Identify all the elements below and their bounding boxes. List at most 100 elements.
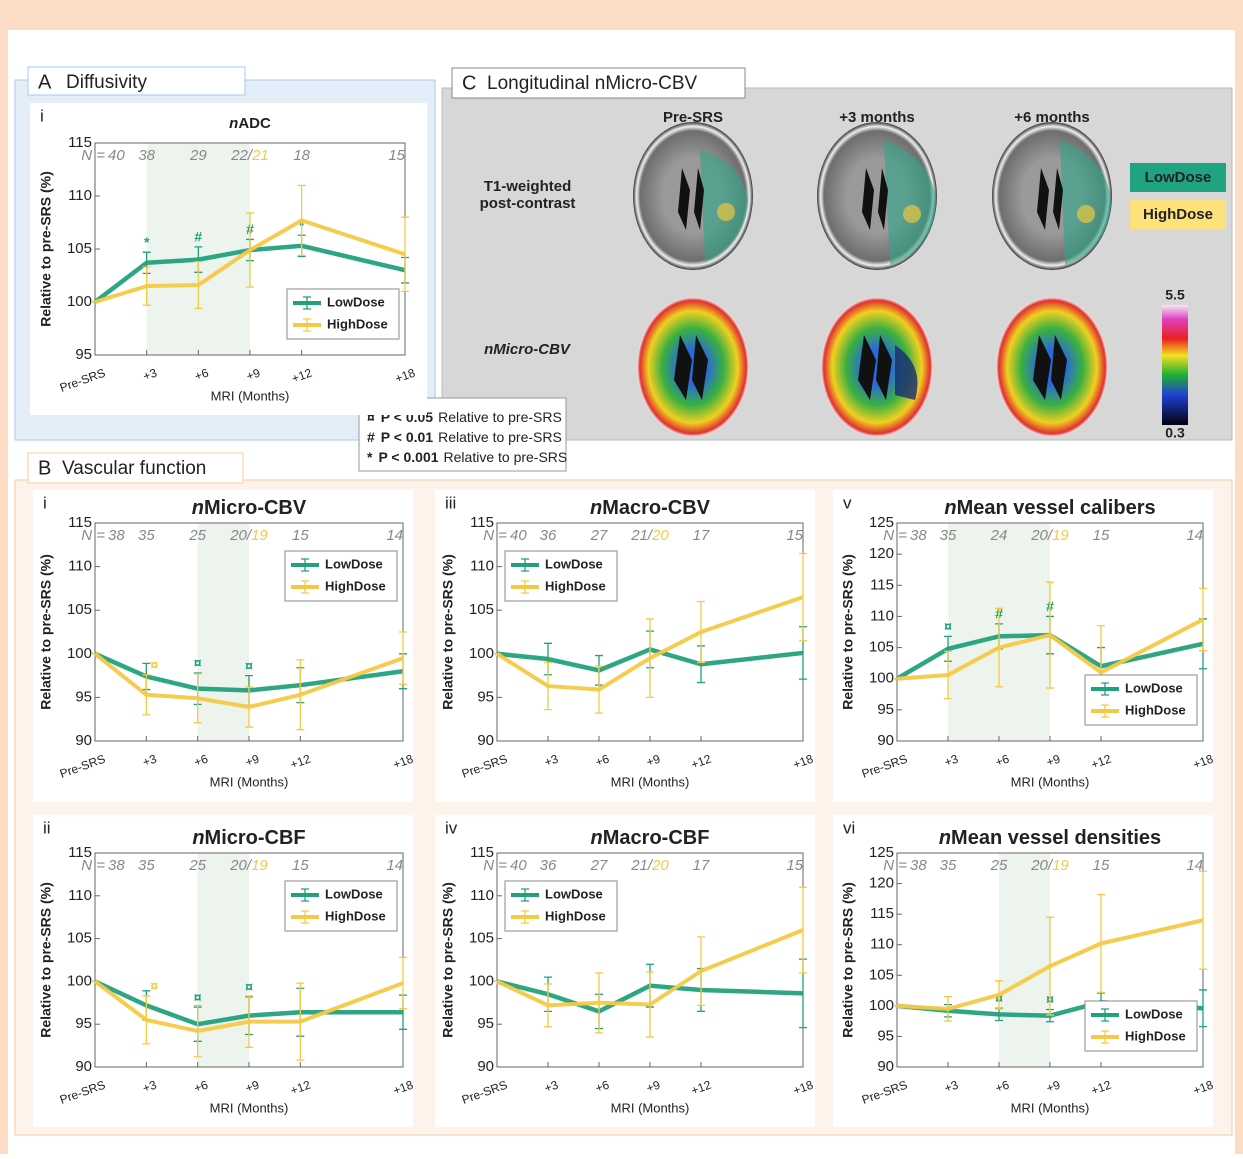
significance-legend: ¤P < 0.05Relative to pre-SRS#P < 0.01Rel… bbox=[367, 409, 567, 465]
n-low: 15 bbox=[786, 857, 803, 874]
n-low: 21 bbox=[630, 527, 648, 544]
n-low: 15 bbox=[292, 527, 309, 544]
legend-label: HighDose bbox=[1125, 702, 1186, 717]
legend-label: HighDose bbox=[327, 316, 388, 331]
n-low: 15 bbox=[786, 527, 803, 544]
significance-item: *P < 0.001Relative to pre-SRS bbox=[367, 449, 567, 465]
legend-label: LowDose bbox=[1125, 680, 1183, 695]
row-label-box: T1-weighted post-contrast bbox=[470, 178, 585, 228]
n-count: 29 bbox=[189, 147, 207, 164]
n-count: 38 bbox=[108, 857, 125, 874]
n-low: 40 bbox=[510, 857, 527, 874]
n-count: 36 bbox=[540, 857, 557, 874]
x-axis-label: MRI (Months) bbox=[211, 388, 290, 403]
significance-text: Relative to pre-SRS bbox=[444, 449, 568, 465]
significance-marker: ¤ bbox=[194, 655, 202, 671]
y-tick-label: 100 bbox=[67, 645, 92, 662]
colorbar-min: 0.3 bbox=[1165, 425, 1185, 441]
significance-marker: * bbox=[144, 234, 150, 250]
chart-title: nMean vessel densities bbox=[939, 827, 1161, 849]
chart-title: nMean vessel calibers bbox=[944, 497, 1155, 519]
y-tick-label: 110 bbox=[470, 558, 494, 575]
panel-numeral: ii bbox=[43, 818, 51, 837]
n-count: 17 bbox=[693, 857, 710, 874]
n-low: 29 bbox=[189, 147, 207, 164]
n-low: 20 bbox=[229, 527, 247, 544]
panel-title: Vascular function bbox=[62, 458, 206, 479]
n-low: 36 bbox=[540, 527, 557, 544]
significance-text: Relative to pre-SRS bbox=[438, 409, 562, 425]
n-count: 21/20 bbox=[630, 857, 669, 874]
n-high: 20 bbox=[651, 527, 669, 544]
chart-title: nMacro-CBV bbox=[590, 497, 711, 519]
significance-symbol: * bbox=[367, 449, 373, 465]
n-high: 19 bbox=[251, 527, 268, 544]
significance-marker: # bbox=[194, 229, 202, 245]
legend-label: LowDose bbox=[545, 556, 603, 571]
lesion bbox=[717, 203, 735, 221]
legend-label: HighDose bbox=[325, 908, 386, 923]
panel-numeral: iv bbox=[445, 818, 458, 837]
n-count: 15 bbox=[292, 527, 309, 544]
n-low: 25 bbox=[188, 527, 206, 544]
chart-title: nADC bbox=[229, 115, 271, 132]
n-low: 38 bbox=[108, 527, 125, 544]
n-count: 35 bbox=[138, 857, 155, 874]
top-band bbox=[0, 0, 1243, 30]
row-label: nMicro-CBV bbox=[484, 341, 572, 358]
y-tick-label: 90 bbox=[477, 1058, 494, 1075]
legend-label: HighDose bbox=[325, 578, 386, 593]
y-tick-label: 110 bbox=[68, 558, 92, 575]
n-low: 27 bbox=[590, 857, 608, 874]
y-tick-label: 115 bbox=[870, 576, 894, 593]
n-count: 38 bbox=[910, 527, 927, 544]
y-tick-label: 100 bbox=[869, 670, 894, 687]
y-tick-label: 110 bbox=[68, 887, 92, 904]
n-low: 15 bbox=[292, 857, 309, 874]
cbv-image bbox=[821, 297, 933, 437]
right-band bbox=[1235, 0, 1243, 1154]
n-label: N = bbox=[483, 857, 507, 874]
y-tick-label: 100 bbox=[469, 972, 494, 989]
legend-label: HighDose bbox=[545, 578, 606, 593]
n-count: 15 bbox=[786, 527, 803, 544]
n-label: N = bbox=[483, 527, 507, 544]
n-count: 27 bbox=[590, 527, 608, 544]
n-low: 20 bbox=[1030, 527, 1048, 544]
x-axis-label: MRI (Months) bbox=[1011, 1100, 1090, 1115]
n-count: 40 bbox=[510, 857, 527, 874]
n-high: 19 bbox=[251, 857, 268, 874]
y-axis-label: Relative to pre-SRS (%) bbox=[440, 882, 456, 1038]
significance-marker: ¤ bbox=[245, 657, 253, 673]
y-tick-label: 100 bbox=[869, 997, 894, 1014]
n-count: 17 bbox=[693, 527, 710, 544]
x-axis-label: MRI (Months) bbox=[1011, 774, 1090, 789]
lesion bbox=[1077, 205, 1095, 223]
n-low: 27 bbox=[590, 527, 608, 544]
y-tick-label: 105 bbox=[67, 601, 92, 618]
n-low: 40 bbox=[108, 147, 125, 164]
n-count: 38 bbox=[138, 147, 155, 164]
n-label: N = bbox=[81, 527, 105, 544]
n-count: 40 bbox=[510, 527, 527, 544]
y-tick-label: 95 bbox=[477, 1015, 494, 1032]
n-count: 20/19 bbox=[229, 527, 268, 544]
n-low: 25 bbox=[188, 857, 206, 874]
n-count: 15 bbox=[1093, 527, 1110, 544]
n-count: 15 bbox=[388, 147, 405, 164]
significance-marker: ¤ bbox=[194, 989, 202, 1005]
panel-numeral: i bbox=[43, 493, 47, 512]
n-count: 21/20 bbox=[630, 527, 669, 544]
y-tick-label: 90 bbox=[877, 732, 894, 749]
n-low: 14 bbox=[386, 857, 403, 874]
n-low: 35 bbox=[940, 527, 957, 544]
n-count: 15 bbox=[786, 857, 803, 874]
legend-label: LowDose bbox=[545, 886, 603, 901]
n-low: 40 bbox=[510, 527, 527, 544]
panel-title: Diffusivity bbox=[66, 72, 147, 93]
page: A Diffusivity B Vascular function C Long… bbox=[0, 0, 1243, 1154]
y-tick-label: 110 bbox=[870, 936, 894, 953]
n-count: 27 bbox=[590, 857, 608, 874]
significance-marker: ¤ bbox=[245, 979, 253, 995]
y-tick-label: 95 bbox=[877, 701, 894, 718]
